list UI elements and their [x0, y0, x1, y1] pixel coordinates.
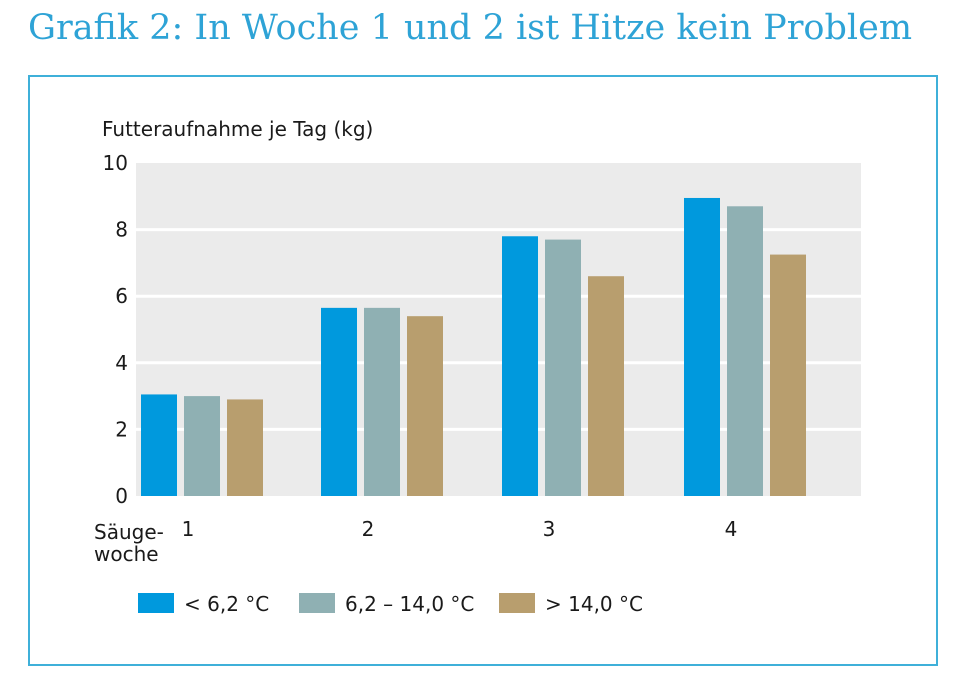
- bar-week4-series3: [770, 254, 806, 496]
- legend-label: > 14,0 °C: [545, 592, 643, 616]
- x-tick-label: 1: [182, 517, 195, 541]
- legend-swatch: [299, 593, 335, 613]
- y-tick-labels: 0 2 4 6 8 10: [103, 151, 128, 508]
- legend-label: 6,2 – 14,0 °C: [345, 592, 474, 616]
- x-tick-label: 3: [543, 517, 556, 541]
- y-tick-label: 2: [115, 417, 128, 441]
- bar-week2-series3: [407, 316, 443, 496]
- x-tick-label: 4: [725, 517, 738, 541]
- x-axis-title-line2: woche: [94, 542, 159, 566]
- bar-week1-series3: [227, 399, 263, 496]
- bar-week3-series1: [502, 236, 538, 496]
- legend-label: < 6,2 °C: [184, 592, 269, 616]
- bar-week3-series2: [545, 239, 581, 496]
- legend: < 6,2 °C 6,2 – 14,0 °C > 14,0 °C: [138, 592, 643, 616]
- bar-week2-series1: [321, 307, 357, 496]
- legend-swatch: [138, 593, 174, 613]
- bar-week1-series1: [141, 394, 177, 496]
- legend-swatch: [499, 593, 535, 613]
- bars: [141, 197, 806, 497]
- x-tick-label: 2: [362, 517, 375, 541]
- bar-week1-series2: [184, 396, 220, 496]
- bar-week4-series1: [684, 197, 720, 496]
- page-title: Grafik 2: In Woche 1 und 2 ist Hitze kei…: [28, 8, 913, 48]
- y-tick-label: 0: [115, 484, 128, 508]
- y-tick-label: 6: [115, 284, 128, 308]
- y-tick-label: 10: [103, 151, 128, 175]
- y-tick-label: 4: [115, 351, 128, 375]
- y-axis-title: Futteraufnahme je Tag (kg): [102, 117, 373, 141]
- bar-week3-series3: [588, 276, 624, 496]
- y-tick-label: 8: [115, 218, 128, 242]
- bar-week2-series2: [364, 307, 400, 496]
- bar-week4-series2: [727, 206, 763, 497]
- x-axis-title-line1: Säuge-: [94, 520, 164, 544]
- x-tick-labels: 1 2 3 4: [182, 517, 738, 541]
